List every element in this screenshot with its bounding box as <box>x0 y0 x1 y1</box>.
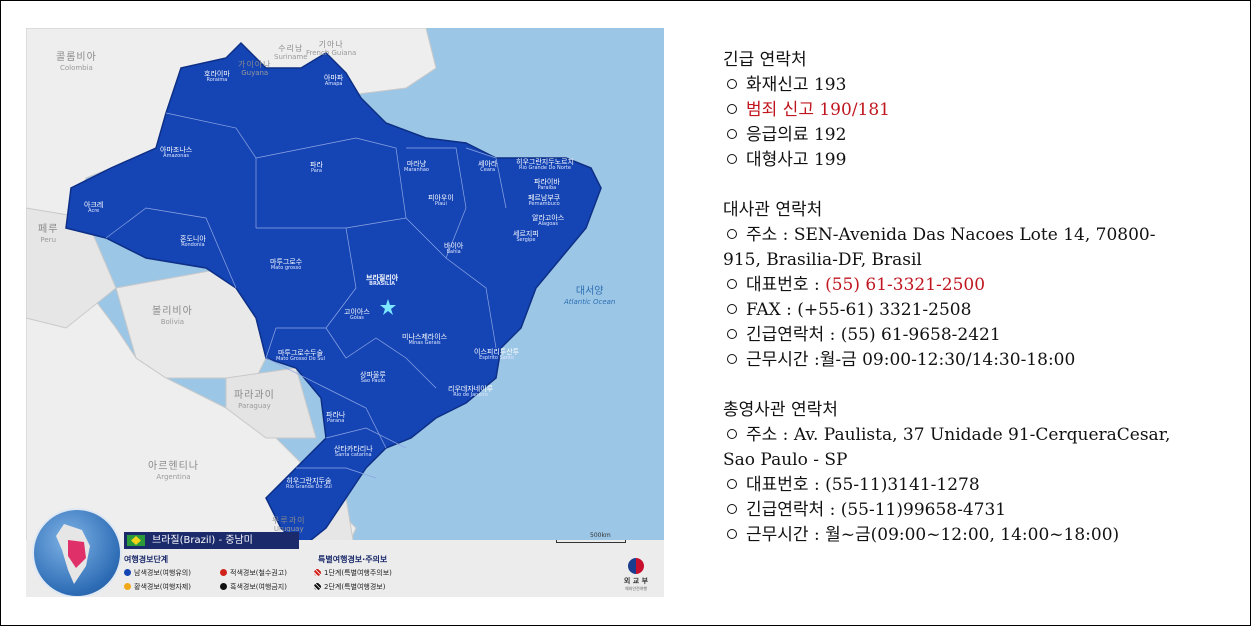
ministry-name: 외 교 부 <box>623 577 649 585</box>
embassy-hours: 근무시간 :월-금 09:00-12:30/14:30-18:00 <box>723 348 1223 373</box>
embassy-fax: FAX : (+55-61) 3321-2508 <box>723 298 1223 323</box>
circle-bullet-icon <box>727 79 737 89</box>
embassy-heading: 대사관 연락처 <box>723 200 823 220</box>
label-colombia: 콜롬비아 Colombia <box>56 52 97 72</box>
hatched-black-icon <box>314 583 321 590</box>
map-legend: 여행경보단계 특별여행경보·주의보 남색경보(여행유의) 적색경보(철수권고) … <box>26 540 664 597</box>
label-bahia: 바이아 Bahia <box>444 242 464 256</box>
label-roraima: 호라이마 Roraima <box>204 70 230 84</box>
label-rio-de-janeiro: 리우데자네이루 Rio de Janeiro <box>448 385 494 399</box>
emergency-item: 범죄 신고 190/181 <box>723 98 1223 123</box>
scale-label: 500km <box>590 532 611 539</box>
black-dot-icon <box>220 583 227 590</box>
label-goias: 고이아스 Goias <box>344 308 370 322</box>
consulate-phone: 대표번호 : (55-11)3141-1278 <box>723 473 1223 498</box>
circle-bullet-icon <box>727 154 737 164</box>
label-rio-grande-do-norte: 히우그란지두노르치 Rio Grande Do Norte <box>516 158 574 172</box>
label-paraguay: 파라과이 Paraguay <box>234 390 275 410</box>
paraguay-shape <box>225 367 317 439</box>
label-argentina: 아르헨티나 Argentina <box>148 461 199 481</box>
consulate-heading: 총영사관 연락처 <box>723 400 838 420</box>
legend-yellow: 황색경보(여행자제) <box>124 582 191 592</box>
label-atlantic-ocean: 대서양 Atlantic Ocean <box>564 286 616 306</box>
circle-bullet-icon <box>727 304 737 314</box>
label-peru: 페루 Peru <box>38 224 59 244</box>
legend-title-special: 특별여행경보·주의보 <box>318 555 388 564</box>
embassy-address: 주소 : SEN-Avenida Das Nacoes Lote 14, 708… <box>723 223 1223 248</box>
label-bolivia: 볼리비아 Bolivia <box>152 306 193 326</box>
label-uruguay: 우루과이 Uruguay <box>272 516 306 534</box>
brazil-flag-icon <box>127 535 145 546</box>
circle-bullet-icon <box>727 529 737 539</box>
blue-dot-icon <box>124 569 131 576</box>
globe-locator-icon <box>32 508 122 597</box>
embassy-address-cont: 915, Brasilia-DF, Brasil <box>723 250 922 270</box>
emergency-item: 화재신고 193 <box>723 73 1223 98</box>
label-mato-grosso-do-sul: 마투그로수두술 Mato Grosso Do Sul <box>276 349 325 363</box>
label-mato-grosso: 마투그로수 Mato grosso <box>270 258 303 272</box>
label-santa-catarina: 산타카타리나 Santa catarina <box>334 445 373 459</box>
label-suriname: 수리남 Suriname <box>274 44 308 62</box>
consulate-hours: 근무시간 : 월~금(09:00~12:00, 14:00~18:00) <box>723 523 1223 548</box>
label-acre: 아크레 Acre <box>84 201 104 215</box>
ministry-logo: 외 교 부 해외안전여행 <box>616 558 656 592</box>
circle-bullet-icon <box>727 229 737 239</box>
circle-bullet-icon <box>727 279 737 289</box>
circle-bullet-icon <box>727 329 737 339</box>
circle-bullet-icon <box>727 504 737 514</box>
label-minas-gerais: 미나스제라이스 Minas Gerais <box>402 333 448 347</box>
label-paraiba: 파라이바 Paraiba <box>534 178 560 192</box>
label-amapa: 아마파 Amapa <box>324 74 344 88</box>
label-rondonia: 혼도니아 Rondonia <box>180 235 206 249</box>
legend-special-2: 2단계(특별여행경보) <box>314 582 385 592</box>
label-french-guiana: 기아나 French Guiana <box>306 40 357 58</box>
label-pernambuco: 페르남부쿠 Pernambuco <box>528 194 561 208</box>
circle-bullet-icon <box>727 429 737 439</box>
label-guyana: 가이아나 Guyana <box>238 60 272 78</box>
label-para: 파라 Para <box>310 161 323 175</box>
consulate-address: 주소 : Av. Paulista, 37 Unidade 91-Cerquer… <box>723 423 1223 448</box>
label-amazonas: 아마조나스 Amazonas <box>160 146 193 160</box>
label-rio-grande-do-sul: 히우그란지두술 Rio Grande Do Sul <box>286 477 332 491</box>
legend-special-1: 1단계(특별여행주의보) <box>314 568 392 578</box>
emergency-heading: 긴급 연락처 <box>723 50 807 70</box>
circle-bullet-icon <box>727 104 737 114</box>
label-sao-paulo: 상파울루 Sao Paulo <box>360 371 386 385</box>
emergency-item: 대형사고 199 <box>723 148 1223 173</box>
label-alagoas: 알라고아스 Alagoas <box>532 214 565 228</box>
consulate-address-cont: Sao Paulo - SP <box>723 450 848 470</box>
circle-bullet-icon <box>727 479 737 489</box>
ministry-subtitle: 해외안전여행 <box>624 586 648 591</box>
embassy-emergency: 긴급연락처 : (55) 61-9658-2421 <box>723 323 1223 348</box>
map-graphic <box>26 28 602 597</box>
legend-blue: 남색경보(여행유의) <box>124 568 191 578</box>
label-sergipe: 세르지피 Sergipe <box>513 230 539 244</box>
yellow-dot-icon <box>124 583 131 590</box>
circle-bullet-icon <box>727 354 737 364</box>
taegeuk-emblem-icon <box>628 558 644 574</box>
contact-info: 긴급 연락처 화재신고 193 범죄 신고 190/181 응급의료 192 대… <box>723 48 1223 548</box>
capital-star-icon <box>380 299 396 315</box>
label-parana: 파라나 Parana <box>326 411 346 425</box>
country-title: 브라질(Brazil) - 중남미 <box>152 535 253 546</box>
brazil-shape <box>65 41 602 550</box>
state-borders <box>105 112 507 479</box>
red-dot-icon <box>220 569 227 576</box>
scale-bar <box>556 540 626 543</box>
legend-red: 적색경보(철수권고) <box>220 568 287 578</box>
label-brasilia: 브라질리아 BRASILIA <box>366 274 399 288</box>
brazil-travel-map: 콜롬비아 Colombia 수리남 Suriname 가이아나 Guyana 기아나 F… <box>26 28 664 597</box>
emergency-item: 응급의료 192 <box>723 123 1223 148</box>
label-maranhao: 마라냥 Maranhao <box>404 160 429 174</box>
label-espirito-santo: 이스피리투산투 Espirito Santo <box>474 348 520 362</box>
embassy-phone: 대표번호 : (55) 61-3321-2500 <box>723 273 1223 298</box>
country-title-bar: 브라질(Brazil) - 중남미 <box>124 532 299 549</box>
legend-title-levels: 여행경보단계 <box>124 555 169 564</box>
label-ceara: 세아라 Ceara <box>478 160 498 174</box>
legend-black: 흑색경보(여행금지) <box>220 582 287 592</box>
label-piaui: 피아우이 Piaui <box>428 194 454 208</box>
circle-bullet-icon <box>727 129 737 139</box>
hatched-red-icon <box>314 569 321 576</box>
consulate-emergency: 긴급연락처 : (55-11)99658-4731 <box>723 498 1223 523</box>
